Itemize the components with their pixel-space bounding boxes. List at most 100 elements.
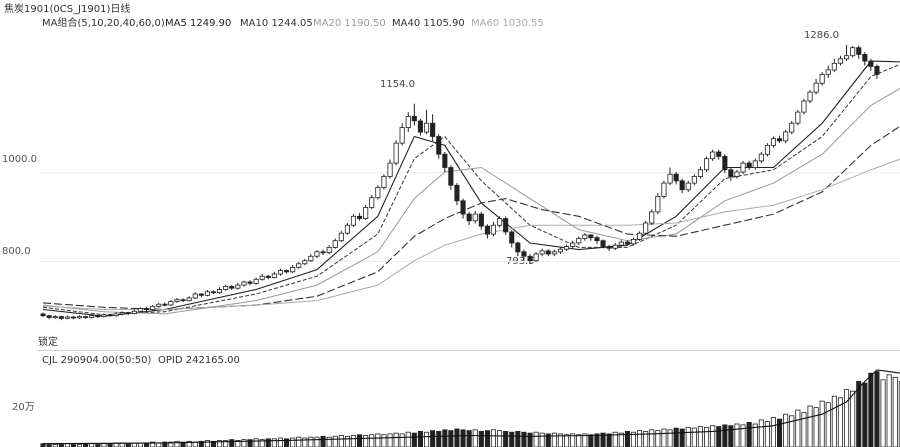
candle-body xyxy=(673,173,679,182)
volume-bar-14 xyxy=(125,443,131,447)
candle-body xyxy=(856,47,862,55)
volume-bar-77 xyxy=(509,431,515,447)
volume-bar-44 xyxy=(308,436,314,447)
candle-body xyxy=(618,241,624,246)
volume-bar-61 xyxy=(411,432,417,447)
candle-106 xyxy=(685,180,691,192)
ma60-readout: MA60 1030.55 xyxy=(471,18,544,29)
candle-body xyxy=(83,316,89,319)
volume-bar-2 xyxy=(52,444,58,447)
candle-20 xyxy=(162,302,168,307)
candle-body xyxy=(539,250,545,255)
candle-body xyxy=(326,246,332,254)
candle-89 xyxy=(582,233,588,241)
candle-body xyxy=(430,122,436,137)
volume-bar-70 xyxy=(466,430,472,447)
candle-27 xyxy=(204,289,211,297)
candle-56 xyxy=(381,174,387,190)
candle-body xyxy=(107,314,113,317)
candle-body xyxy=(283,270,290,273)
candle-body xyxy=(223,285,229,290)
candle-66 xyxy=(442,152,448,172)
volume-bar-48 xyxy=(332,435,338,447)
volume-bar-86 xyxy=(564,434,570,447)
candle-body xyxy=(265,275,271,278)
ma20-readout: MA20 1190.50 xyxy=(313,18,386,29)
candle-body xyxy=(667,173,673,184)
candle-body xyxy=(131,310,137,314)
candle-95 xyxy=(618,240,624,248)
candle-body xyxy=(545,250,551,255)
volume-bar-41 xyxy=(290,437,296,447)
candle-body xyxy=(180,299,186,302)
candle-85 xyxy=(557,247,563,255)
candle-1 xyxy=(46,314,52,320)
volume-bar-88 xyxy=(576,434,582,447)
candle-body xyxy=(685,182,691,191)
volume-bar-98 xyxy=(637,430,643,447)
candle-body xyxy=(588,234,594,239)
volume-bars xyxy=(40,371,900,447)
candle-125 xyxy=(801,98,807,115)
candle-body xyxy=(375,187,381,199)
candle-body xyxy=(70,316,77,319)
candle-body xyxy=(393,142,399,164)
volume-bar-100 xyxy=(649,429,655,447)
candle-64 xyxy=(430,114,436,141)
candle-body xyxy=(521,251,527,257)
candle-body xyxy=(527,255,533,262)
volume-bar-84 xyxy=(551,432,557,447)
candle-body xyxy=(204,291,211,296)
volume-bar-105 xyxy=(679,428,685,447)
candle-body xyxy=(697,169,703,177)
candle-76 xyxy=(503,216,509,235)
candle-0 xyxy=(40,312,46,318)
candle-28 xyxy=(210,290,217,294)
opid-line xyxy=(42,369,900,445)
candle-69 xyxy=(460,198,466,219)
candle-body xyxy=(637,232,643,240)
candle-body xyxy=(478,213,484,227)
candle-70 xyxy=(466,211,472,226)
candle-body xyxy=(606,246,612,249)
candle-body xyxy=(156,303,162,307)
volume-bar-6 xyxy=(77,444,83,447)
volume-bar-121 xyxy=(777,418,783,447)
volume-bar-128 xyxy=(819,400,825,447)
candles xyxy=(40,45,880,321)
candle-body xyxy=(533,253,539,262)
candle-body xyxy=(186,297,192,302)
volume-bar-135 xyxy=(862,382,868,447)
candle-7 xyxy=(83,315,89,319)
volume-bar-124 xyxy=(795,409,801,447)
candle-body xyxy=(271,273,277,278)
candle-86 xyxy=(564,244,570,251)
volume-bar-71 xyxy=(472,429,478,447)
candle-body xyxy=(229,285,235,289)
volume-bar-67 xyxy=(448,430,454,447)
volume-bar-9 xyxy=(95,444,101,447)
candle-body xyxy=(411,116,417,122)
candle-97 xyxy=(630,237,636,246)
candle-113 xyxy=(728,167,734,181)
volume-bar-95 xyxy=(618,432,624,447)
candle-body xyxy=(710,151,716,160)
candle-body xyxy=(381,175,387,188)
candle-body xyxy=(332,240,338,248)
volume-bar-111 xyxy=(716,426,722,447)
candle-body xyxy=(807,91,813,102)
candle-134 xyxy=(856,45,862,59)
candle-body xyxy=(119,312,125,315)
candle-93 xyxy=(606,244,612,251)
candle-133 xyxy=(850,45,856,58)
ma5-readout: MA5 1249.90 xyxy=(165,18,231,29)
candle-115 xyxy=(740,160,746,175)
candle-84 xyxy=(551,249,557,257)
candle-body xyxy=(89,315,95,318)
candle-19 xyxy=(156,302,162,308)
volume-bar-74 xyxy=(490,429,496,447)
volume-bar-21 xyxy=(168,441,174,447)
candle-82 xyxy=(539,248,545,257)
ma-combo-label: MA组合(5,10,20,40,60,0) xyxy=(42,16,165,29)
